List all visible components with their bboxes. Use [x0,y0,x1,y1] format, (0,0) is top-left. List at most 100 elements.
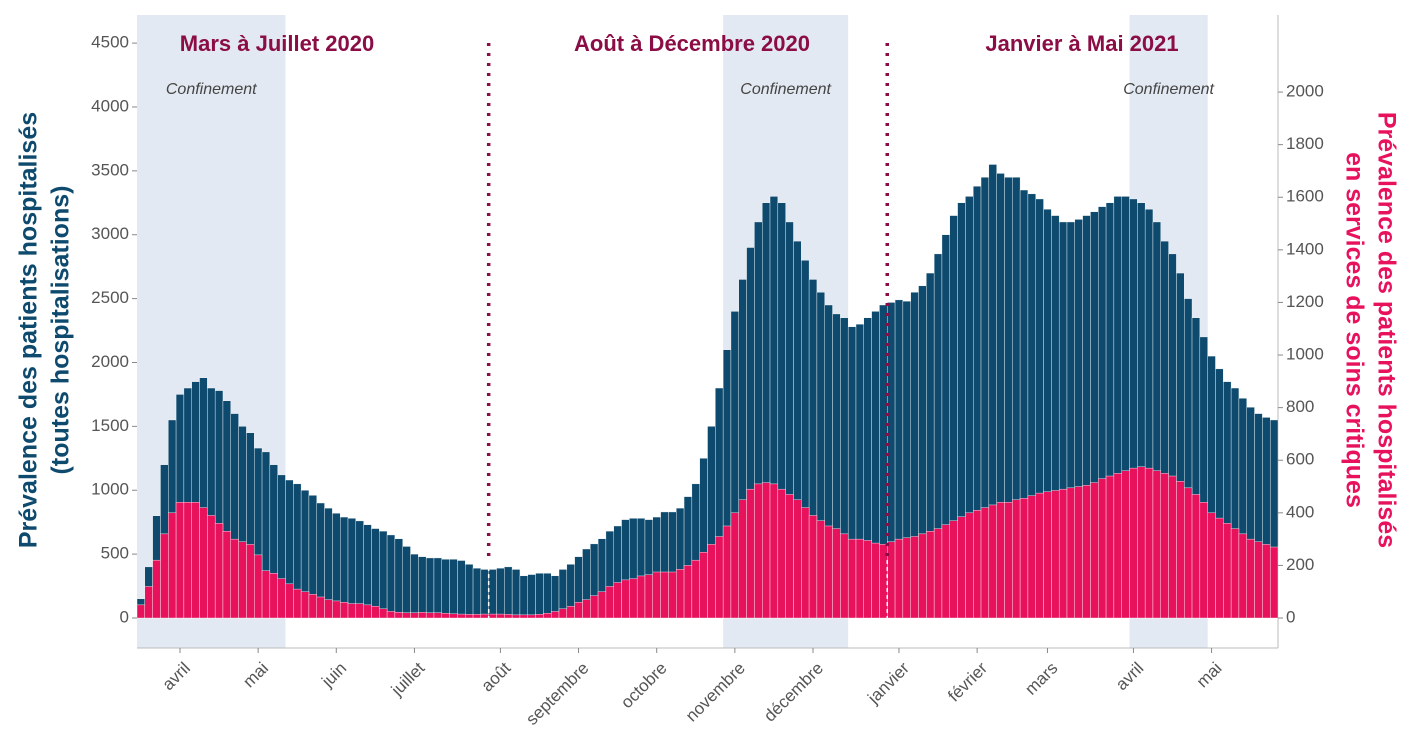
x-tick-label: novembre [682,659,749,726]
y2-tick-label: 1000 [1286,345,1324,364]
bar [347,603,357,619]
bar [441,559,450,619]
y-axis-title: (toutes hospitalisations) [47,186,75,475]
bar [465,614,474,619]
y2-tick-label: 1600 [1286,187,1324,206]
bar [410,553,419,619]
bar [816,520,825,619]
bar [1215,517,1224,619]
bar [207,515,216,619]
bar [1035,492,1044,619]
y-tick-label: 2500 [91,288,129,307]
bar [496,567,505,619]
bar [504,566,513,619]
bar [488,569,497,619]
bar [636,575,646,619]
bar [902,537,911,619]
bar [379,530,388,619]
bar [668,571,677,619]
bar [144,586,153,619]
bar [980,507,990,619]
bar [754,483,763,619]
y-tick-label: 2000 [91,352,129,371]
x-tick-label: mai [1193,659,1226,692]
bar [425,557,435,619]
bar [1246,538,1255,619]
bar [1004,502,1013,619]
bar [480,569,489,619]
bar [379,608,388,619]
bar [519,575,528,619]
bar [504,614,513,619]
bar [1191,494,1201,619]
bar [1019,498,1029,619]
bar [136,604,146,619]
bar [371,528,380,619]
bar [629,578,638,619]
bar [722,525,732,619]
bar [949,520,958,619]
bar [488,613,497,619]
bar [965,512,974,619]
bar [363,604,372,619]
bar [214,523,224,619]
bar [738,499,747,619]
bar [1129,467,1138,619]
bar [511,614,521,619]
bar [1199,502,1208,619]
bar [308,594,317,619]
bar [175,502,185,619]
x-tick-label: décembre [760,659,827,726]
y-tick-label: 0 [120,607,129,626]
bar [707,544,716,619]
y-tick-label: 3000 [91,224,129,243]
bar [1012,499,1021,619]
bar [824,525,833,619]
bar [183,502,192,619]
bar [988,504,997,619]
bar [1058,488,1068,619]
bar [574,602,583,619]
bar [1105,475,1115,619]
bar [293,588,302,619]
bar [543,613,552,619]
bar [1160,473,1169,619]
bar [394,612,403,619]
bar [386,611,396,619]
bar [285,583,294,619]
bar [550,611,560,619]
bar [277,578,286,619]
y2-tick-label: 0 [1286,608,1295,627]
bar [152,559,161,619]
bar [973,509,982,619]
bar [519,614,528,619]
x-tick-label: juin [317,659,350,692]
bar [1082,485,1091,619]
bar [910,536,919,619]
lockdown-label: Confinement [740,81,831,98]
y2-tick-label: 400 [1286,502,1314,521]
bar [746,488,755,619]
bar [1090,482,1099,619]
bar [316,596,325,619]
bar [597,591,607,619]
bar [1230,528,1240,619]
bar [933,528,943,619]
period-title: Janvier à Mai 2021 [985,31,1178,56]
bar [472,614,482,619]
bar [777,488,786,619]
bar [238,541,247,619]
bar [1269,546,1279,619]
y-tick-label: 4000 [91,96,129,115]
bar [449,559,458,619]
x-tick-label: septembre [522,659,592,729]
bar [543,573,552,619]
bar [261,570,271,619]
bar [832,528,841,619]
bar [863,540,872,619]
bar [691,559,700,619]
bar [535,573,544,619]
bar [418,612,427,619]
bar [457,613,466,619]
